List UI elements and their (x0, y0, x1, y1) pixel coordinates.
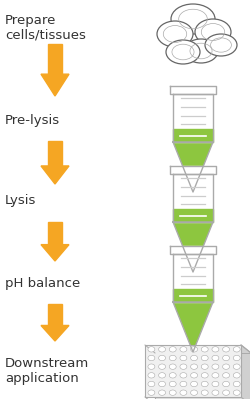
Polygon shape (173, 174, 213, 222)
Ellipse shape (233, 373, 240, 378)
Polygon shape (241, 345, 250, 399)
Polygon shape (41, 74, 69, 96)
Ellipse shape (190, 347, 198, 352)
Ellipse shape (190, 381, 198, 387)
Ellipse shape (158, 364, 166, 369)
Ellipse shape (201, 390, 208, 395)
Ellipse shape (212, 390, 219, 395)
Ellipse shape (171, 4, 215, 34)
Polygon shape (48, 222, 62, 245)
Ellipse shape (148, 347, 155, 352)
Text: Lysis: Lysis (5, 194, 36, 207)
Polygon shape (155, 353, 250, 399)
Polygon shape (41, 245, 69, 261)
Ellipse shape (169, 364, 176, 369)
Polygon shape (173, 302, 213, 352)
Polygon shape (173, 209, 213, 222)
Ellipse shape (201, 347, 208, 352)
Ellipse shape (158, 347, 166, 352)
Polygon shape (173, 94, 213, 142)
Ellipse shape (201, 381, 208, 387)
Ellipse shape (233, 364, 240, 369)
Text: Pre-lysis: Pre-lysis (5, 114, 60, 127)
Ellipse shape (205, 34, 237, 56)
Polygon shape (170, 86, 216, 94)
Ellipse shape (212, 381, 219, 387)
Ellipse shape (148, 373, 155, 378)
Ellipse shape (158, 356, 166, 361)
Ellipse shape (233, 390, 240, 395)
Ellipse shape (169, 356, 176, 361)
Ellipse shape (233, 347, 240, 352)
Ellipse shape (148, 381, 155, 387)
Polygon shape (170, 246, 216, 254)
Ellipse shape (201, 373, 208, 378)
Ellipse shape (222, 356, 230, 361)
Text: Downstream
application: Downstream application (5, 357, 89, 385)
Polygon shape (170, 166, 216, 174)
Ellipse shape (190, 364, 198, 369)
Ellipse shape (166, 40, 200, 64)
Ellipse shape (148, 390, 155, 395)
Ellipse shape (169, 390, 176, 395)
Ellipse shape (212, 347, 219, 352)
Ellipse shape (148, 364, 155, 369)
Ellipse shape (222, 381, 230, 387)
Ellipse shape (212, 364, 219, 369)
Polygon shape (173, 288, 213, 302)
Ellipse shape (212, 356, 219, 361)
Polygon shape (173, 222, 213, 272)
Ellipse shape (195, 19, 231, 45)
Polygon shape (41, 166, 69, 184)
Ellipse shape (158, 381, 166, 387)
Ellipse shape (233, 356, 240, 361)
Ellipse shape (180, 347, 187, 352)
Ellipse shape (190, 390, 198, 395)
Polygon shape (48, 141, 62, 166)
Ellipse shape (190, 373, 198, 378)
Polygon shape (48, 304, 62, 326)
Polygon shape (41, 326, 69, 341)
Ellipse shape (184, 39, 218, 63)
Polygon shape (48, 44, 62, 74)
Ellipse shape (201, 356, 208, 361)
Polygon shape (173, 254, 213, 302)
Text: pH balance: pH balance (5, 277, 80, 290)
Ellipse shape (190, 356, 198, 361)
Ellipse shape (169, 347, 176, 352)
Ellipse shape (180, 381, 187, 387)
Ellipse shape (148, 356, 155, 361)
Ellipse shape (158, 373, 166, 378)
Ellipse shape (233, 381, 240, 387)
Ellipse shape (212, 373, 219, 378)
Ellipse shape (158, 390, 166, 395)
Ellipse shape (180, 373, 187, 378)
Ellipse shape (222, 347, 230, 352)
Ellipse shape (222, 390, 230, 395)
FancyBboxPatch shape (145, 345, 241, 397)
Polygon shape (173, 128, 213, 142)
Ellipse shape (222, 364, 230, 369)
Ellipse shape (169, 373, 176, 378)
Ellipse shape (180, 390, 187, 395)
Polygon shape (173, 142, 213, 192)
Ellipse shape (169, 381, 176, 387)
Ellipse shape (201, 364, 208, 369)
Ellipse shape (222, 373, 230, 378)
Ellipse shape (180, 364, 187, 369)
Ellipse shape (180, 356, 187, 361)
Ellipse shape (157, 21, 193, 47)
Text: Prepare
cells/tissues: Prepare cells/tissues (5, 14, 86, 42)
